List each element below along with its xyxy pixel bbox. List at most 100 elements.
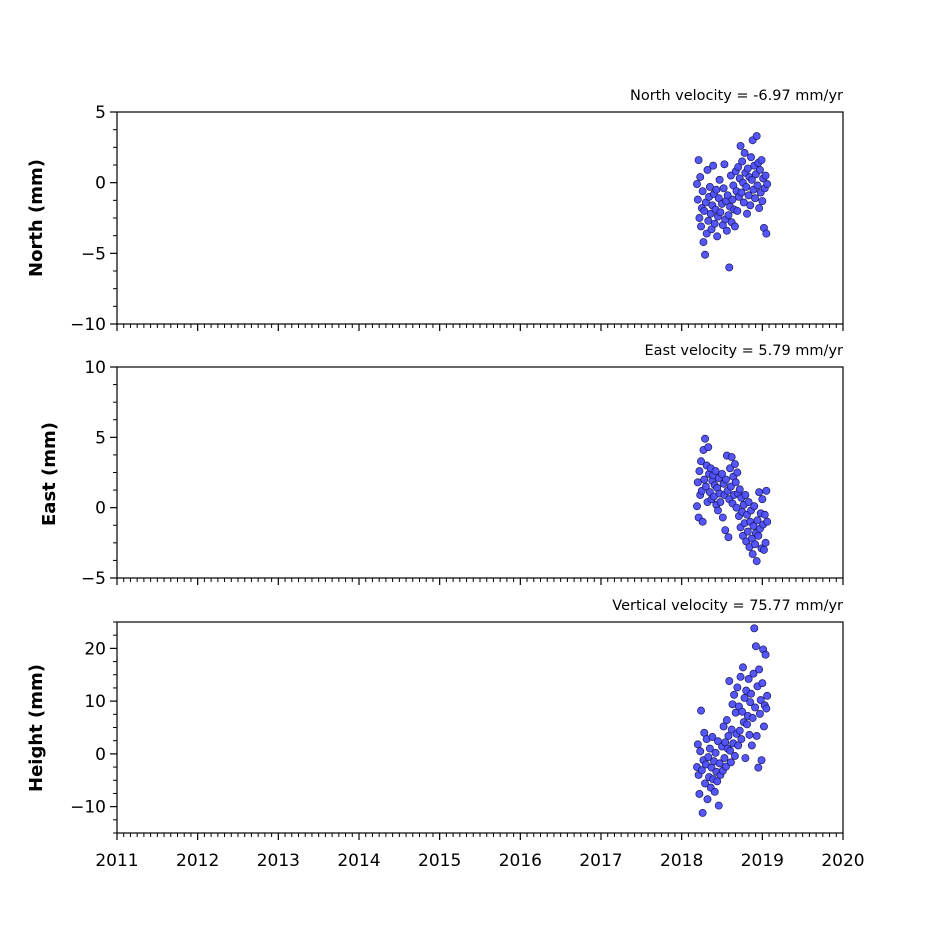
data-point bbox=[755, 709, 764, 718]
data-point bbox=[754, 531, 763, 540]
data-point bbox=[693, 740, 702, 749]
data-point bbox=[730, 460, 739, 469]
data-point bbox=[711, 748, 720, 757]
east-velocity-title: East velocity = 5.79 mm/yr bbox=[644, 343, 843, 359]
data-point bbox=[698, 187, 707, 196]
data-point bbox=[724, 533, 733, 542]
data-point bbox=[738, 707, 747, 716]
data-point bbox=[699, 238, 708, 246]
data-point bbox=[727, 453, 736, 461]
north-velocity-title: North velocity = -6.97 mm/yr bbox=[630, 88, 843, 104]
data-point bbox=[748, 714, 757, 722]
data-point bbox=[697, 766, 706, 775]
data-point bbox=[710, 787, 719, 796]
y-tick-label: 5 bbox=[95, 428, 106, 448]
y-tick-label: −10 bbox=[70, 798, 106, 818]
data-point bbox=[735, 726, 744, 735]
height-points bbox=[693, 624, 772, 817]
data-point bbox=[708, 733, 717, 741]
data-point bbox=[758, 679, 767, 688]
vertical-velocity-title: Vertical velocity = 75.77 mm/yr bbox=[612, 598, 843, 614]
data-point bbox=[743, 720, 751, 729]
data-point bbox=[751, 540, 760, 549]
x-tick-label: 2013 bbox=[257, 851, 300, 871]
data-point bbox=[701, 482, 710, 491]
east-ylabel: East (mm) bbox=[39, 422, 60, 526]
y-tick-label: 10 bbox=[84, 692, 106, 712]
height-ylabel: Height (mm) bbox=[26, 664, 47, 792]
height-axes-frame bbox=[116, 621, 844, 834]
data-point bbox=[718, 469, 726, 478]
data-point bbox=[737, 735, 746, 744]
data-point bbox=[732, 503, 741, 512]
data-point bbox=[696, 173, 705, 181]
data-point bbox=[705, 182, 714, 191]
data-point bbox=[738, 157, 747, 166]
data-point bbox=[720, 754, 729, 763]
data-point bbox=[748, 550, 757, 559]
x-tick-label: 2014 bbox=[337, 851, 380, 871]
data-point bbox=[693, 502, 701, 511]
data-point bbox=[762, 486, 771, 495]
east-points bbox=[693, 434, 772, 566]
data-point bbox=[761, 171, 770, 180]
data-point bbox=[701, 779, 710, 788]
data-point bbox=[755, 665, 764, 674]
data-point bbox=[714, 801, 723, 810]
data-point bbox=[742, 182, 751, 191]
data-point bbox=[720, 160, 729, 169]
data-point bbox=[712, 185, 721, 194]
data-point bbox=[744, 675, 753, 683]
data-point bbox=[703, 165, 712, 174]
data-point bbox=[733, 468, 742, 477]
data-point bbox=[736, 672, 745, 681]
data-point bbox=[701, 250, 710, 259]
data-point bbox=[734, 163, 743, 172]
data-point bbox=[704, 753, 713, 761]
x-tick-label: 2011 bbox=[95, 851, 138, 871]
data-point bbox=[695, 214, 704, 222]
data-point bbox=[757, 756, 766, 765]
data-point bbox=[741, 491, 750, 499]
height-ticks: −10 0 10 20 bbox=[70, 621, 844, 840]
data-point bbox=[755, 488, 764, 497]
data-point bbox=[725, 677, 734, 686]
data-point bbox=[756, 696, 765, 705]
x-tick-label: 2015 bbox=[418, 851, 461, 871]
data-point bbox=[755, 165, 764, 174]
data-point bbox=[715, 175, 724, 184]
data-point bbox=[761, 650, 770, 659]
data-point bbox=[734, 741, 743, 750]
data-point bbox=[730, 752, 739, 760]
east-panel: East velocity = 5.79 mm/yr East (mm) −5 0… bbox=[39, 343, 844, 589]
data-point bbox=[696, 747, 705, 756]
data-point bbox=[751, 642, 760, 651]
x-tick-label: 2016 bbox=[499, 851, 542, 871]
data-point bbox=[744, 191, 753, 200]
data-point bbox=[760, 510, 769, 519]
data-point bbox=[697, 222, 705, 231]
x-tick-label: 2020 bbox=[821, 851, 864, 871]
data-point bbox=[762, 704, 771, 713]
data-point bbox=[716, 208, 725, 217]
y-tick-label: 5 bbox=[95, 103, 106, 123]
data-point bbox=[722, 226, 731, 235]
data-point bbox=[757, 156, 766, 165]
data-point bbox=[733, 683, 742, 692]
data-point bbox=[747, 153, 755, 162]
data-point bbox=[751, 194, 760, 203]
north-panel: North velocity = -6.97 mm/yr North (mm) … bbox=[26, 88, 844, 335]
data-point bbox=[697, 457, 705, 466]
north-ticks: −10 −5 0 5 bbox=[70, 103, 844, 335]
north-axes-frame bbox=[116, 111, 844, 325]
data-point bbox=[758, 197, 767, 205]
data-point bbox=[750, 502, 759, 511]
data-point bbox=[695, 790, 704, 798]
data-point bbox=[733, 206, 742, 215]
data-point bbox=[754, 763, 763, 772]
data-point bbox=[726, 746, 735, 755]
data-point bbox=[763, 517, 772, 526]
data-point bbox=[716, 498, 725, 506]
east-ticks: −5 0 5 10 bbox=[81, 358, 844, 589]
